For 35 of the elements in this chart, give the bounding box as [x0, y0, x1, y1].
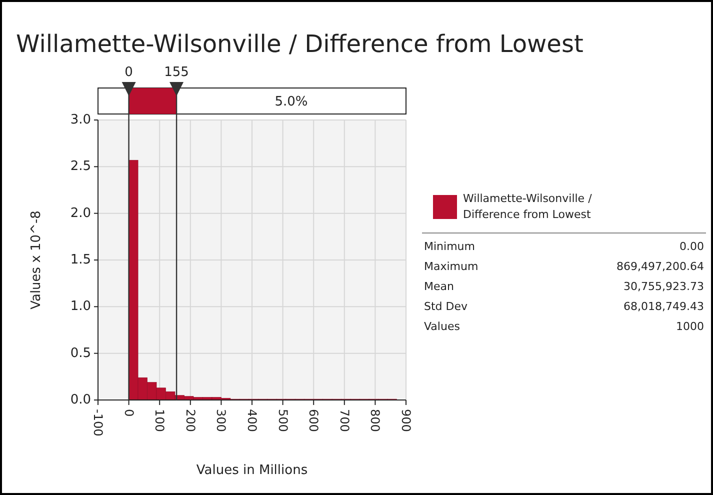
text: 1000	[676, 320, 704, 333]
text: 0.00	[680, 240, 704, 253]
text: Minimum	[424, 240, 475, 253]
legend-label: Willamette-Wilsonville / Difference from Lowest	[463, 192, 592, 221]
ref-line-label: 0	[124, 65, 133, 80]
x-tick-label: 200	[183, 409, 198, 432]
y-tick-label: 2.0	[70, 206, 91, 221]
y-tick-label: 0.0	[70, 392, 91, 408]
x-tick-label: 900	[399, 409, 413, 432]
x-tick-label: 100	[152, 409, 167, 432]
text: 68,018,749.43	[624, 300, 704, 313]
y-tick-label: 2.5	[70, 159, 91, 174]
y-tick-label: 1.0	[70, 299, 91, 314]
y-tick-label: 0.5	[70, 346, 91, 361]
text: Mean	[424, 280, 454, 293]
text: Values	[424, 320, 460, 333]
x-axis-title: Values in Millions	[196, 463, 308, 478]
text: Maximum	[424, 260, 478, 273]
text: 869,497,200.64	[616, 260, 704, 273]
chart-title: Willamette-Wilsonville / Difference from Lowest	[16, 30, 584, 58]
x-tick-label: 600	[306, 409, 321, 432]
y-tick-label: 1.5	[70, 252, 91, 268]
x-tick-label: 400	[245, 409, 259, 432]
y-tick-label: 3.0	[70, 112, 91, 128]
x-tick-label: 800	[368, 409, 382, 432]
ref-line-label: 155	[164, 65, 189, 80]
x-tick-label: 0	[122, 409, 136, 417]
text: Std Dev	[424, 300, 468, 313]
x-tick-label: -100	[91, 409, 105, 436]
x-tick-label: 300	[214, 409, 228, 432]
text: 5.0%	[274, 94, 308, 110]
x-tick-label: 500	[276, 409, 290, 432]
y-axis-title: Values x 10^-8	[29, 210, 44, 310]
x-tick-label: 700	[337, 409, 352, 432]
text: 30,755,923.73	[624, 280, 704, 293]
